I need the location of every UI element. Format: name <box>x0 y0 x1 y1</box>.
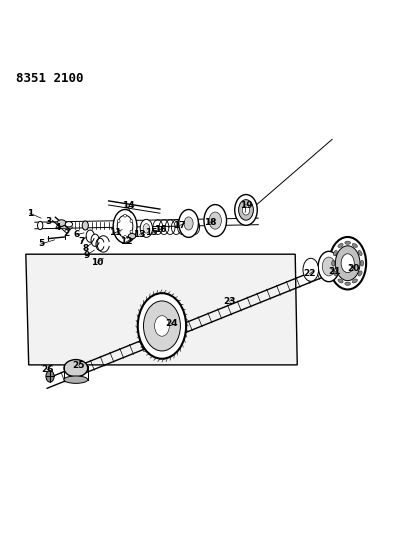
Text: 23: 23 <box>223 297 235 306</box>
Text: 7: 7 <box>78 237 84 246</box>
Ellipse shape <box>82 221 88 230</box>
Text: 4: 4 <box>54 223 61 232</box>
Ellipse shape <box>357 251 361 256</box>
Ellipse shape <box>143 301 180 351</box>
Ellipse shape <box>46 370 54 382</box>
Text: 5: 5 <box>38 239 44 248</box>
Text: 3: 3 <box>45 217 52 226</box>
Ellipse shape <box>351 279 357 283</box>
Ellipse shape <box>184 217 193 230</box>
Polygon shape <box>26 254 297 365</box>
Ellipse shape <box>204 205 226 237</box>
Text: 11: 11 <box>108 228 121 237</box>
Ellipse shape <box>344 241 350 244</box>
Ellipse shape <box>344 282 350 285</box>
Text: 8351 2100: 8351 2100 <box>16 72 84 85</box>
Text: 1: 1 <box>27 209 33 217</box>
Text: 24: 24 <box>165 319 177 328</box>
Ellipse shape <box>321 257 335 276</box>
Text: 9: 9 <box>83 251 90 260</box>
Text: 6: 6 <box>74 230 80 239</box>
Ellipse shape <box>137 293 186 359</box>
Ellipse shape <box>130 230 133 233</box>
Ellipse shape <box>331 260 334 266</box>
Ellipse shape <box>302 259 318 281</box>
Ellipse shape <box>143 224 149 233</box>
Text: 22: 22 <box>303 269 315 278</box>
Ellipse shape <box>357 271 361 276</box>
Text: 15: 15 <box>145 228 157 237</box>
Ellipse shape <box>113 209 137 243</box>
Ellipse shape <box>57 220 66 227</box>
Ellipse shape <box>178 209 198 237</box>
Ellipse shape <box>242 205 249 215</box>
Ellipse shape <box>64 376 88 383</box>
Ellipse shape <box>238 200 253 220</box>
Text: 26: 26 <box>41 365 53 374</box>
Ellipse shape <box>335 246 359 281</box>
Ellipse shape <box>140 220 152 237</box>
Ellipse shape <box>64 360 88 377</box>
Text: 17: 17 <box>173 221 185 230</box>
Ellipse shape <box>337 279 342 283</box>
Text: 21: 21 <box>327 267 339 276</box>
Text: 13: 13 <box>133 230 145 239</box>
Ellipse shape <box>328 237 365 289</box>
Text: 19: 19 <box>239 201 252 211</box>
Ellipse shape <box>128 233 135 239</box>
Text: 10: 10 <box>91 258 103 267</box>
Ellipse shape <box>234 195 257 225</box>
Text: 14: 14 <box>121 201 134 211</box>
Text: 25: 25 <box>72 361 85 370</box>
Ellipse shape <box>65 222 72 227</box>
Ellipse shape <box>124 214 126 217</box>
Ellipse shape <box>333 271 337 276</box>
Text: 8: 8 <box>82 244 88 253</box>
Ellipse shape <box>333 251 337 256</box>
Ellipse shape <box>337 244 342 247</box>
Text: 20: 20 <box>346 264 359 273</box>
Ellipse shape <box>117 230 120 233</box>
Text: 12: 12 <box>120 237 132 246</box>
Ellipse shape <box>117 220 120 222</box>
Ellipse shape <box>351 244 357 247</box>
Text: 16: 16 <box>153 225 166 234</box>
Ellipse shape <box>317 252 339 281</box>
Ellipse shape <box>154 316 169 336</box>
Ellipse shape <box>130 220 133 222</box>
Text: 2: 2 <box>63 229 70 238</box>
Ellipse shape <box>360 260 363 266</box>
Text: 18: 18 <box>203 217 216 227</box>
Ellipse shape <box>340 254 353 273</box>
Ellipse shape <box>38 221 43 230</box>
Ellipse shape <box>124 236 126 238</box>
Ellipse shape <box>209 212 221 229</box>
